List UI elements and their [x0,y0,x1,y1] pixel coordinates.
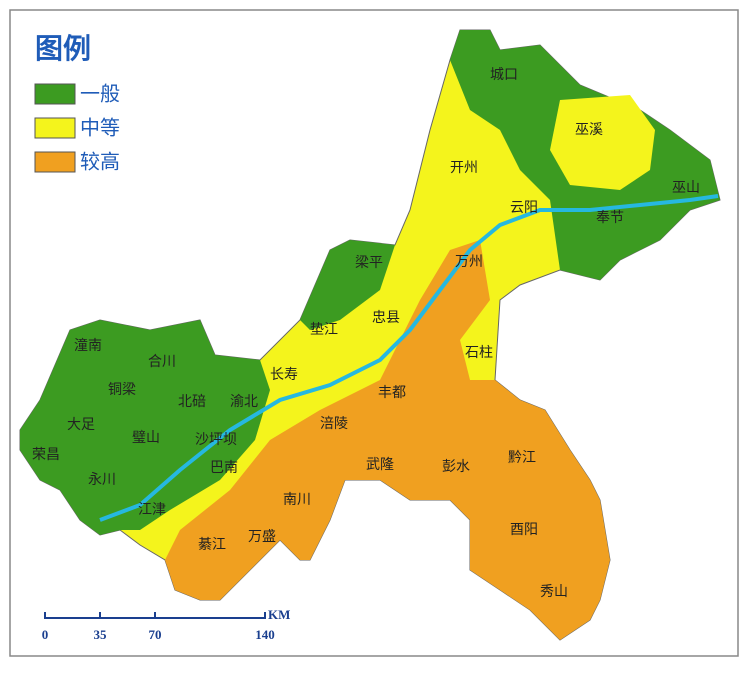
place-label: 秀山 [540,584,568,600]
place-label: 云阳 [510,200,538,216]
place-label: 梁平 [355,255,383,271]
legend-label: 较高 [80,150,120,174]
scale-unit: KM [268,607,290,622]
place-label: 武隆 [366,457,394,473]
place-label: 璧山 [132,429,160,446]
place-label: 丰都 [378,385,406,401]
place-label: 涪陵 [320,416,348,432]
place-label: 合川 [148,354,176,370]
place-label: 开州 [450,160,478,176]
region-green-liangping [300,240,395,330]
place-label: 忠县 [372,310,400,326]
place-label: 黔江 [508,450,536,466]
place-label: 巴南 [210,460,238,476]
place-label: 巫溪 [575,122,603,138]
place-label: 彭水 [442,459,470,475]
place-label: 荣昌 [32,447,60,463]
legend-swatch [34,83,76,105]
place-label: 巫山 [672,180,700,196]
place-label: 永川 [88,472,116,488]
region-green-west [20,320,270,535]
river [99,194,719,522]
legend-title: 图例 [35,32,91,65]
place-label: 铜梁 [108,382,136,398]
place-label: 大足 [67,417,95,433]
place-label: 酉阳 [510,522,538,538]
place-label: 城口 [490,67,518,83]
scale-label: 35 [94,627,108,642]
region-yellow-wuxi [550,95,655,190]
place-label: 渝北 [230,394,258,410]
place-label: 江津 [138,502,166,518]
place-label: 綦江 [198,537,226,553]
scale-bar: 0 35 70 140 KM [42,607,291,642]
map-regions [19,29,721,641]
place-label: 石柱 [465,345,493,361]
scale-label: 70 [149,627,162,642]
scale-label: 0 [42,627,49,642]
place-label: 潼南 [74,337,102,354]
legend-swatch [34,151,76,173]
place-label: 沙坪坝 [195,432,237,448]
place-label: 南川 [283,492,311,508]
legend-swatch [34,117,76,139]
legend-label: 一般 [80,82,120,106]
place-label: 万盛 [248,529,276,545]
scale-label: 140 [255,627,275,642]
region-orange-southeast [165,240,610,640]
place-label: 万州 [455,254,483,270]
place-label: 长寿 [270,366,298,383]
place-label: 垫江 [310,322,338,338]
place-label: 奉节 [596,210,624,226]
legend-label: 中等 [80,116,120,140]
place-label: 北碚 [178,394,206,410]
